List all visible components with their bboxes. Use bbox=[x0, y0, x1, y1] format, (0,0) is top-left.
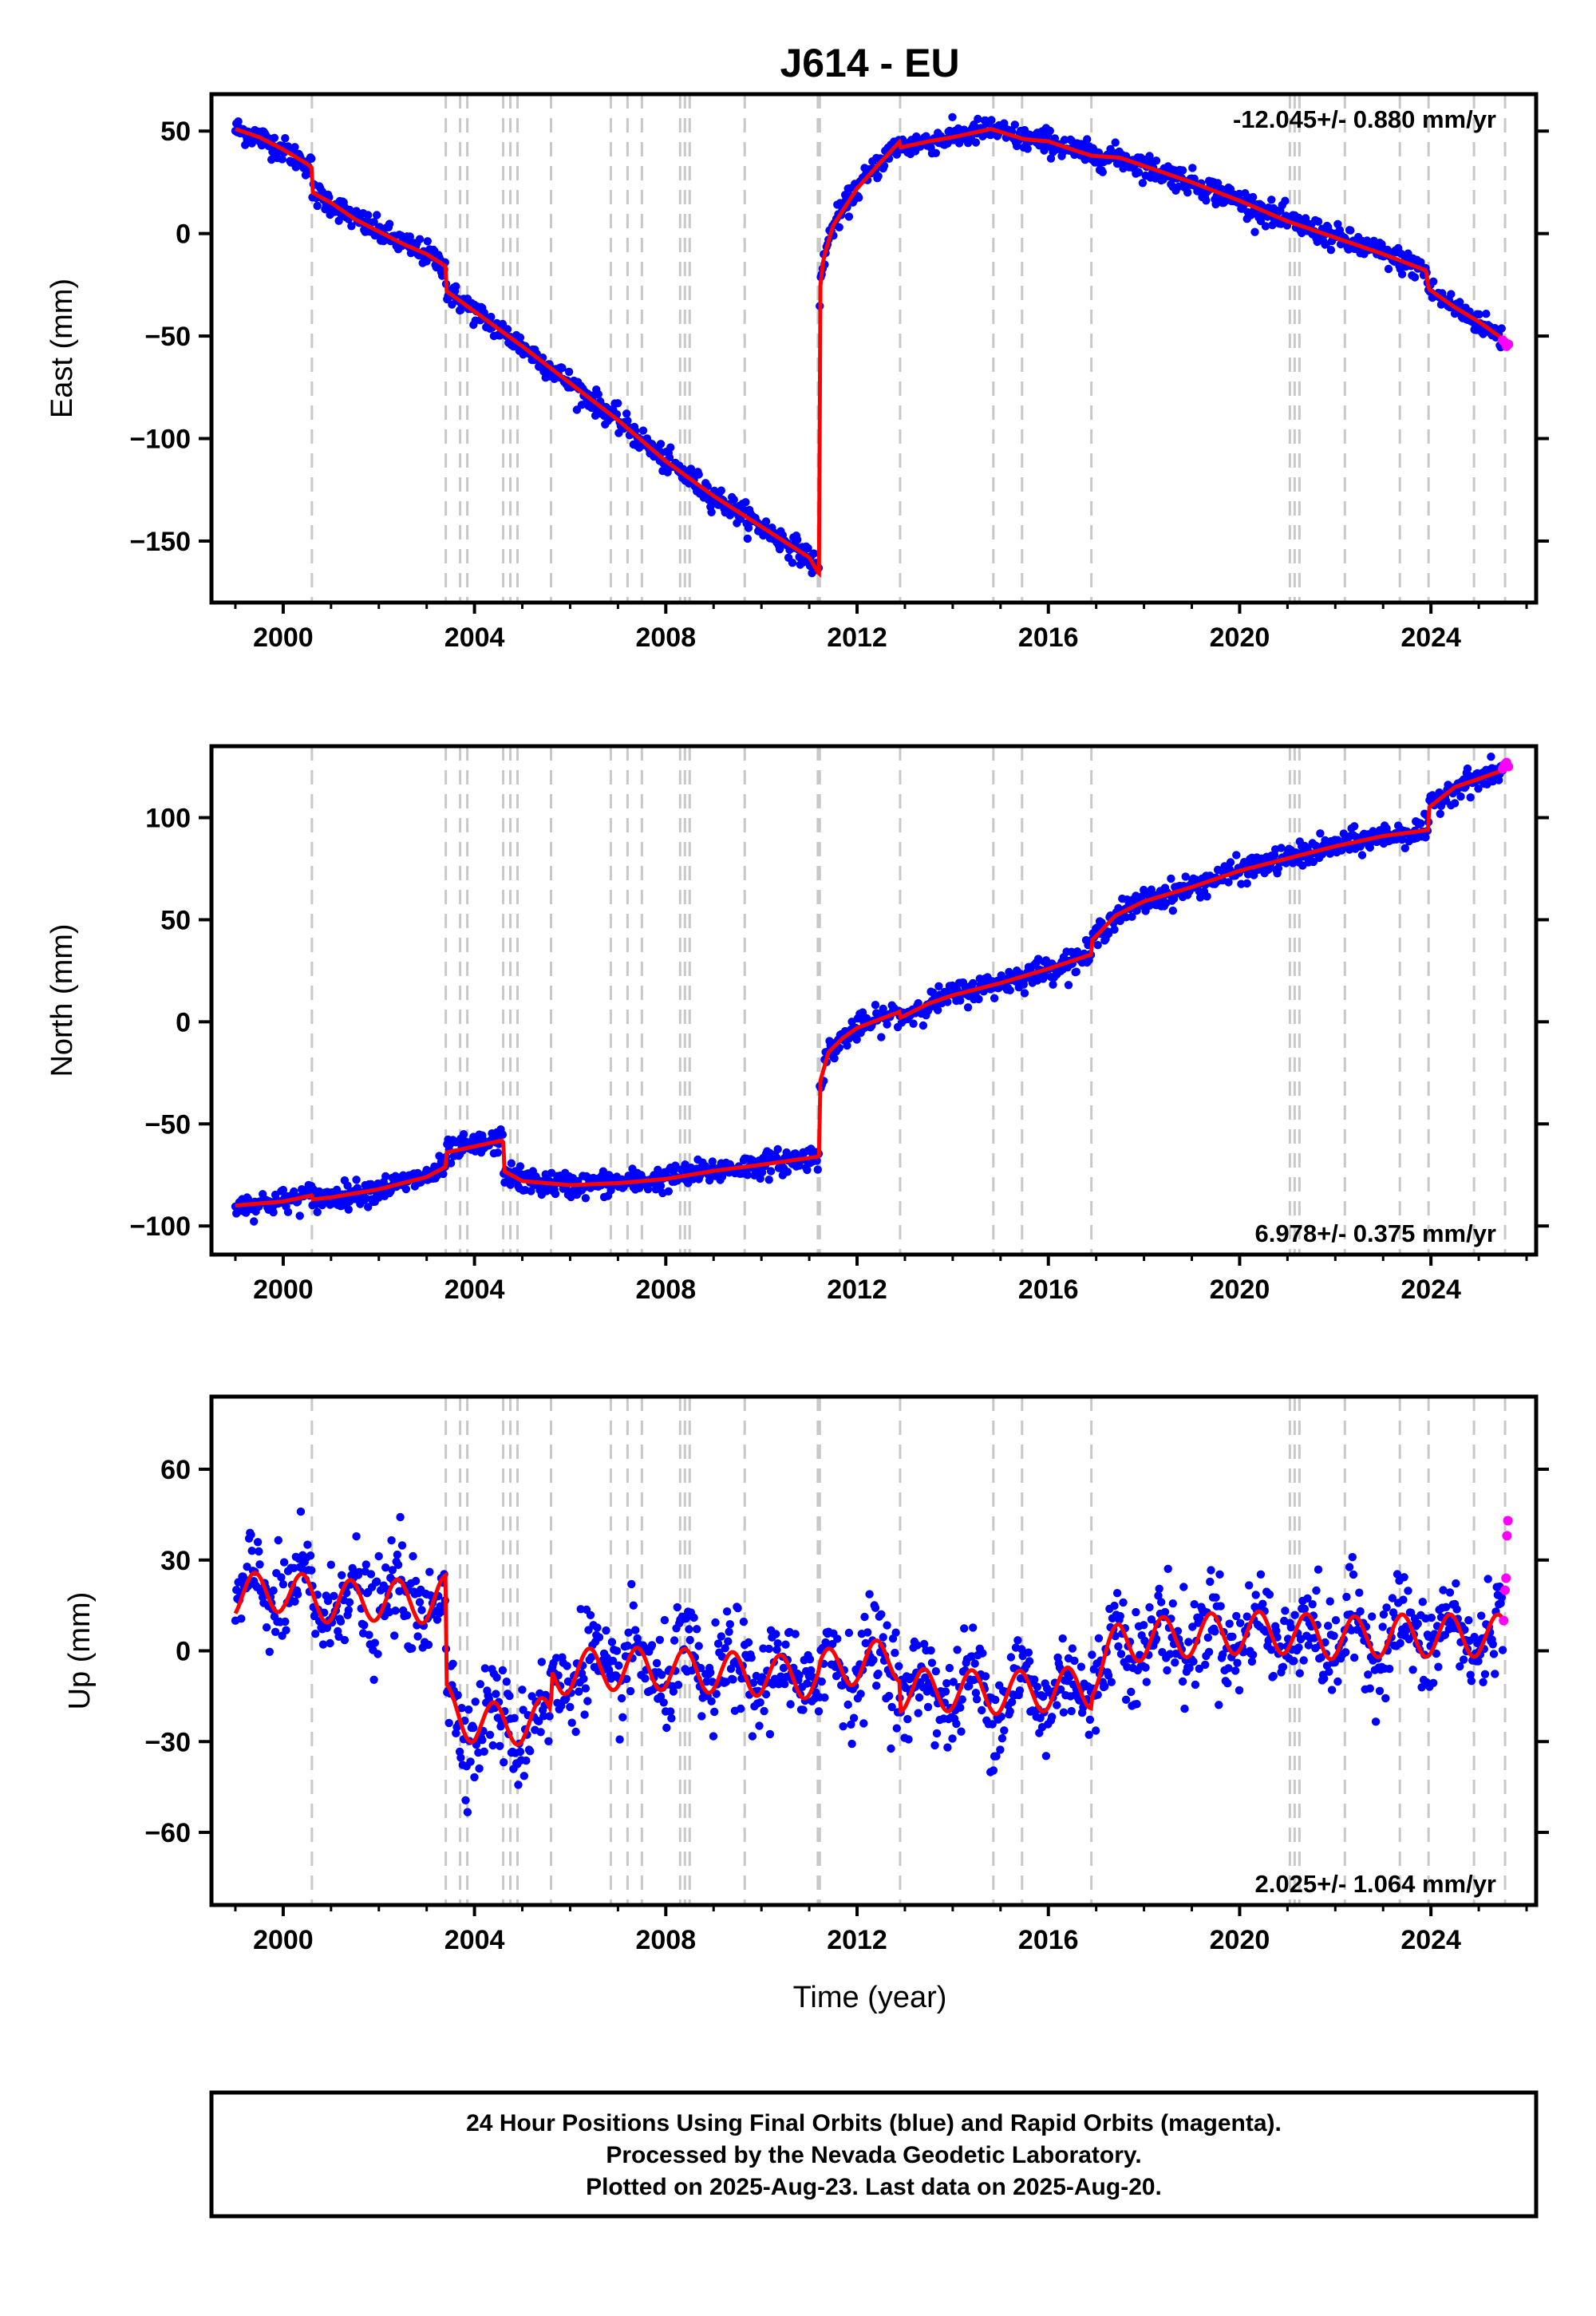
y-axis: 100 50 0 −50 −100 bbox=[129, 804, 1549, 1242]
x-tick-label: 2016 bbox=[1018, 622, 1079, 653]
y-axis: 60 30 0 −30 −60 bbox=[144, 1455, 1549, 1848]
x-tick-label: 2008 bbox=[635, 1925, 696, 1955]
rapid-orbit-points bbox=[1498, 335, 1514, 351]
y-tick-label: 100 bbox=[145, 804, 191, 834]
footer-box: 24 Hour Positions Using Final Orbits (bl… bbox=[209, 2090, 1539, 2219]
rapid-orbit-points bbox=[1499, 1516, 1513, 1626]
rapid-orbit-point bbox=[1500, 1585, 1511, 1595]
y-tick-label: 50 bbox=[160, 905, 191, 935]
rapid-orbit-point bbox=[1501, 1573, 1511, 1583]
footer-frame bbox=[209, 2090, 1539, 2219]
y-tick-label: −100 bbox=[129, 425, 191, 455]
y-tick-label: 0 bbox=[176, 1637, 191, 1667]
up-panel: 2000 2004 2008 2012 2016 2020 2024 60 30 0 −30 −60 U… bbox=[63, 1394, 1549, 1955]
x-axis: 2000 2004 2008 2012 2016 2020 2024 bbox=[234, 1255, 1528, 1305]
y-tick-label: −150 bbox=[129, 527, 191, 557]
y-tick-label: −100 bbox=[129, 1211, 191, 1242]
east-panel: 2000 2004 2008 2012 2016 2020 2024 50 0 −50 −100 −1… bbox=[45, 92, 1549, 653]
plot-frame bbox=[209, 92, 1539, 605]
y-tick-label: 60 bbox=[160, 1455, 191, 1485]
x-tick-label: 2024 bbox=[1400, 622, 1461, 653]
step-epoch-lines bbox=[310, 94, 1507, 603]
rate-annotation: 2.025+/- 1.064 mm/yr bbox=[1255, 1870, 1496, 1898]
y-tick-label: 50 bbox=[160, 117, 191, 147]
footer-line-1: 24 Hour Positions Using Final Orbits (bl… bbox=[466, 2110, 1282, 2136]
x-tick-label: 2012 bbox=[827, 622, 887, 653]
x-tick-label: 2008 bbox=[635, 622, 696, 653]
footer-line-3: Plotted on 2025-Aug-23. Last data on 202… bbox=[586, 2174, 1162, 2200]
model-curve bbox=[235, 127, 1504, 578]
rate-annotation: -12.045+/- 0.880 mm/yr bbox=[1233, 105, 1496, 133]
rate-annotation: 6.978+/- 0.375 mm/yr bbox=[1255, 1219, 1496, 1247]
y-tick-label: −60 bbox=[144, 1818, 191, 1848]
x-axis: 2000 2004 2008 2012 2016 2020 2024 bbox=[234, 603, 1528, 653]
final-orbit-points bbox=[231, 1507, 1507, 1816]
x-tick-label: 2016 bbox=[1018, 1275, 1079, 1305]
x-tick-label: 2000 bbox=[253, 1275, 314, 1305]
chart-title: J614 - EU bbox=[780, 41, 959, 85]
y-axis: 50 0 −50 −100 −150 bbox=[129, 117, 1549, 557]
rapid-orbit-point bbox=[1503, 761, 1514, 772]
y-tick-label: 0 bbox=[176, 219, 191, 250]
y-axis-label: North (mm) bbox=[45, 923, 79, 1077]
x-tick-label: 2004 bbox=[444, 622, 505, 653]
x-tick-label: 2004 bbox=[444, 1275, 505, 1305]
rapid-orbit-points bbox=[1498, 757, 1514, 774]
y-tick-label: −50 bbox=[144, 322, 191, 352]
y-axis-label: East (mm) bbox=[45, 279, 79, 418]
model-curve bbox=[233, 1571, 1505, 1747]
rapid-orbit-point bbox=[1502, 1531, 1512, 1541]
x-tick-label: 2020 bbox=[1210, 1925, 1270, 1955]
footer-line-2: Processed by the Nevada Geodetic Laborat… bbox=[606, 2142, 1141, 2168]
y-axis-label: Up (mm) bbox=[63, 1592, 97, 1710]
step-epoch-lines bbox=[310, 746, 1507, 1255]
y-tick-label: −50 bbox=[144, 1109, 191, 1140]
x-tick-label: 2020 bbox=[1210, 1275, 1270, 1305]
x-axis: 2000 2004 2008 2012 2016 2020 2024 bbox=[234, 1905, 1528, 1955]
x-tick-label: 2008 bbox=[635, 1275, 696, 1305]
y-tick-label: −30 bbox=[144, 1727, 191, 1757]
x-tick-label: 2016 bbox=[1018, 1925, 1079, 1955]
x-tick-label: 2024 bbox=[1400, 1275, 1461, 1305]
x-tick-label: 2024 bbox=[1400, 1925, 1461, 1955]
y-tick-label: 0 bbox=[176, 1007, 191, 1037]
rapid-orbit-point bbox=[1503, 339, 1514, 350]
x-axis-label: Time (year) bbox=[793, 1981, 947, 2014]
north-panel: 2000 2004 2008 2012 2016 2020 2024 100 50 0 −50 −10… bbox=[45, 744, 1549, 1305]
plot-frame bbox=[209, 744, 1539, 1257]
y-tick-label: 30 bbox=[160, 1546, 191, 1576]
x-tick-label: 2020 bbox=[1210, 622, 1270, 653]
x-tick-label: 2012 bbox=[827, 1275, 887, 1305]
x-tick-label: 2012 bbox=[827, 1925, 887, 1955]
final-orbit-points bbox=[231, 752, 1507, 1226]
x-tick-label: 2000 bbox=[253, 622, 314, 653]
final-orbit-points bbox=[231, 113, 1507, 578]
rapid-orbit-point bbox=[1503, 1516, 1513, 1526]
model-curve bbox=[235, 768, 1503, 1208]
x-tick-label: 2004 bbox=[444, 1925, 505, 1955]
x-tick-label: 2000 bbox=[253, 1925, 314, 1955]
step-epoch-lines bbox=[310, 1397, 1507, 1905]
rapid-orbit-point bbox=[1499, 1615, 1509, 1626]
